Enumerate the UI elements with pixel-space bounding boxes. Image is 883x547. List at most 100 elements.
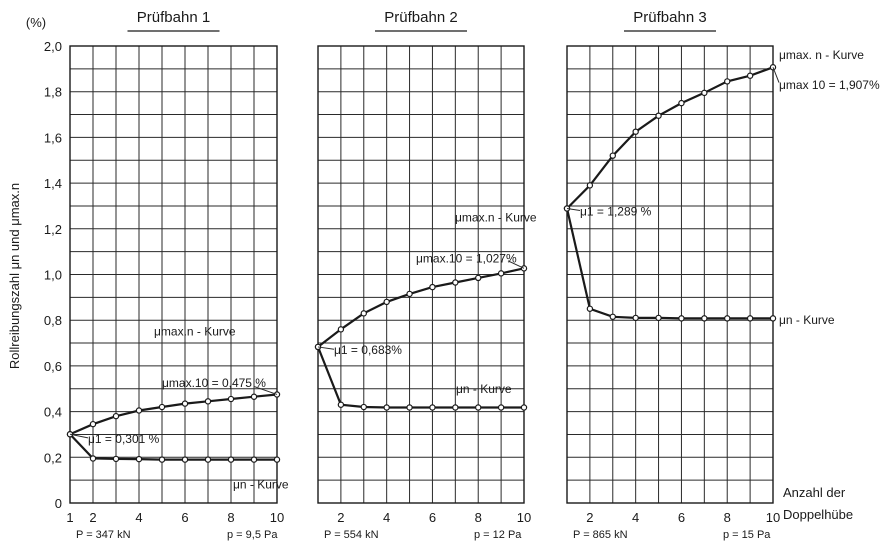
annotation-max-curve: μmax.n - Kurve xyxy=(154,325,236,339)
annotation-mu1: μ1 = 0,683% xyxy=(334,343,402,357)
leader-line xyxy=(253,385,278,395)
grid xyxy=(69,45,278,504)
panel-load-label: P = 347 kN xyxy=(76,529,131,541)
series-mu-max-point xyxy=(406,290,413,298)
annotation-n-curve: μn - Kurve xyxy=(779,313,835,327)
x-tick-label: 10 xyxy=(270,510,284,525)
x-tick-label: 6 xyxy=(181,510,188,525)
leader-line xyxy=(566,207,581,212)
series-mu-max-point xyxy=(89,420,97,428)
annotation-max-curve: μmax. n - Kurve xyxy=(779,48,864,62)
leader-line xyxy=(317,346,335,350)
annotation-max10: μmax.10 = 1,027% xyxy=(416,252,517,266)
series-mu-n-point xyxy=(250,456,258,463)
series-mu-max-point xyxy=(678,99,685,107)
leader-line xyxy=(772,67,780,83)
panel-title: Prüfbahn 1 xyxy=(137,9,210,26)
y-axis-label: Rollreibungszahl μn und μmax.n xyxy=(7,183,22,369)
annotation-mu1: μ1 = 0,301 % xyxy=(88,432,160,446)
x-tick-label: 2 xyxy=(586,510,593,525)
series-mu-n-point xyxy=(520,404,528,411)
series-mu-n-point xyxy=(497,404,505,411)
panel-annotations: μmax.n - Kurve μmax.10 = 1,027% μ1 = 0,683… xyxy=(317,210,537,396)
y-tick-label: 1,6 xyxy=(44,130,62,145)
panel-annotations: μmax. n - Kurve μmax 10 = 1,907% μ1 = 1,28… xyxy=(566,48,880,327)
series-mu-max-point xyxy=(497,270,505,277)
series-mu-n-line xyxy=(565,208,773,320)
panel-title: Prüfbahn 3 xyxy=(633,9,706,26)
series-mu-n-point xyxy=(158,456,166,463)
annotation-max10: μmax.10 = 0,475 % xyxy=(162,376,266,390)
series-mu-max-point xyxy=(452,279,459,286)
x-axis-label-line2: Doppelhübe xyxy=(783,507,853,522)
series-mu-n-point xyxy=(452,404,459,411)
x-tick-label: 4 xyxy=(135,510,142,525)
series-mu-n-point xyxy=(475,404,482,411)
panel-title: Prüfbahn 2 xyxy=(384,9,457,26)
panel-2: Prüfbahn 2 2 4 6 8 10 P = 554 kN p = 12 Pa μmax.… xyxy=(314,9,537,541)
x-tick-label: 8 xyxy=(227,510,234,525)
y-tick-label: 0,2 xyxy=(44,450,62,465)
series-mu-max-point xyxy=(475,274,482,282)
y-tick-label: 0,4 xyxy=(44,405,62,420)
series-mu-max-point xyxy=(701,89,708,97)
x-tick-label: 1 xyxy=(66,510,73,525)
panel-pressure-label: p = 9,5 Pa xyxy=(227,529,278,541)
y-axis: (%) Rollreibungszahl μn und μmax.n 00,20… xyxy=(7,15,62,511)
series-mu-max-point xyxy=(724,78,731,85)
panel-pressure-label: p = 12 Pa xyxy=(474,529,522,541)
series-mu-max-point xyxy=(337,326,345,333)
panel-pressure-label: p = 15 Pa xyxy=(723,529,771,541)
x-axis-title: Anzahl der Doppelhübe xyxy=(783,485,853,522)
series-mu-n-point xyxy=(135,455,143,463)
leader-line xyxy=(507,260,525,269)
panel-3: Prüfbahn 3 2 4 6 8 10 P = 865 kN p = 15 Pa μmax.… xyxy=(563,9,880,541)
annotation-mu1: μ1 = 1,289 % xyxy=(580,205,652,219)
x-tick-label: 2 xyxy=(337,510,344,525)
annotation-max-curve: μmax.n - Kurve xyxy=(455,210,537,224)
leader-line xyxy=(69,433,89,439)
x-tick-label: 6 xyxy=(678,510,685,525)
series-mu-n-point xyxy=(204,456,212,463)
y-tick-label: 0,6 xyxy=(44,359,62,374)
series-mu-max-point xyxy=(586,182,594,189)
x-tick-label: 10 xyxy=(517,510,531,525)
series-mu-max-point xyxy=(204,398,212,405)
series-mu-max-line xyxy=(566,66,774,210)
y-tick-labels: 0 0,2 0,4 0,6 0,8 1,0 1,2 1,4 1,6 1,8 2,0 xyxy=(44,39,62,511)
x-tick-label: 6 xyxy=(429,510,436,525)
x-tick-label: 8 xyxy=(475,510,482,525)
panel-annotations: μmax.n - Kurve μmax.10 = 0,475 % μ1 = 0,30… xyxy=(69,325,289,492)
series-mu-n-point xyxy=(406,404,413,411)
annotation-n-curve: μn - Kurve xyxy=(456,382,512,396)
series-mu-max-point xyxy=(429,283,436,291)
series-mu-max-point xyxy=(135,407,143,414)
series-mu-n-point xyxy=(746,315,754,322)
y-tick-label: 1,0 xyxy=(44,268,62,283)
series-mu-n-point xyxy=(360,403,367,411)
series-mu-n-point xyxy=(89,455,97,462)
series-mu-max-point xyxy=(383,298,390,306)
series-mu-n-line xyxy=(69,433,277,461)
series-mu-n-point xyxy=(429,404,436,411)
series-mu-max-point xyxy=(181,400,189,407)
series-mu-n-point xyxy=(678,315,685,322)
panel-load-label: P = 865 kN xyxy=(573,529,628,541)
series-mu-n-point xyxy=(112,455,120,463)
y-tick-label: 1,8 xyxy=(44,85,62,100)
series-mu-n-point xyxy=(227,456,235,463)
chart-panels: Prüfbahn 1 1 2 4 6 8 10 P = 347 kN p = 9,5 Pa μma… xyxy=(66,9,880,541)
series-mu-max-point xyxy=(227,395,235,403)
series-mu-n-point xyxy=(724,315,731,322)
y-tick-label: 1,2 xyxy=(44,222,62,237)
y-tick-label: 0,8 xyxy=(44,313,62,328)
x-tick-label: 2 xyxy=(89,510,96,525)
panel-frame xyxy=(69,45,278,504)
series-mu-n-point xyxy=(769,315,777,322)
annotation-max10: μmax 10 = 1,907% xyxy=(779,78,880,92)
panel-frame xyxy=(566,45,774,504)
panel-frame xyxy=(317,45,525,504)
series-mu-max-point xyxy=(360,310,367,317)
series-mu-max-point xyxy=(746,72,754,79)
